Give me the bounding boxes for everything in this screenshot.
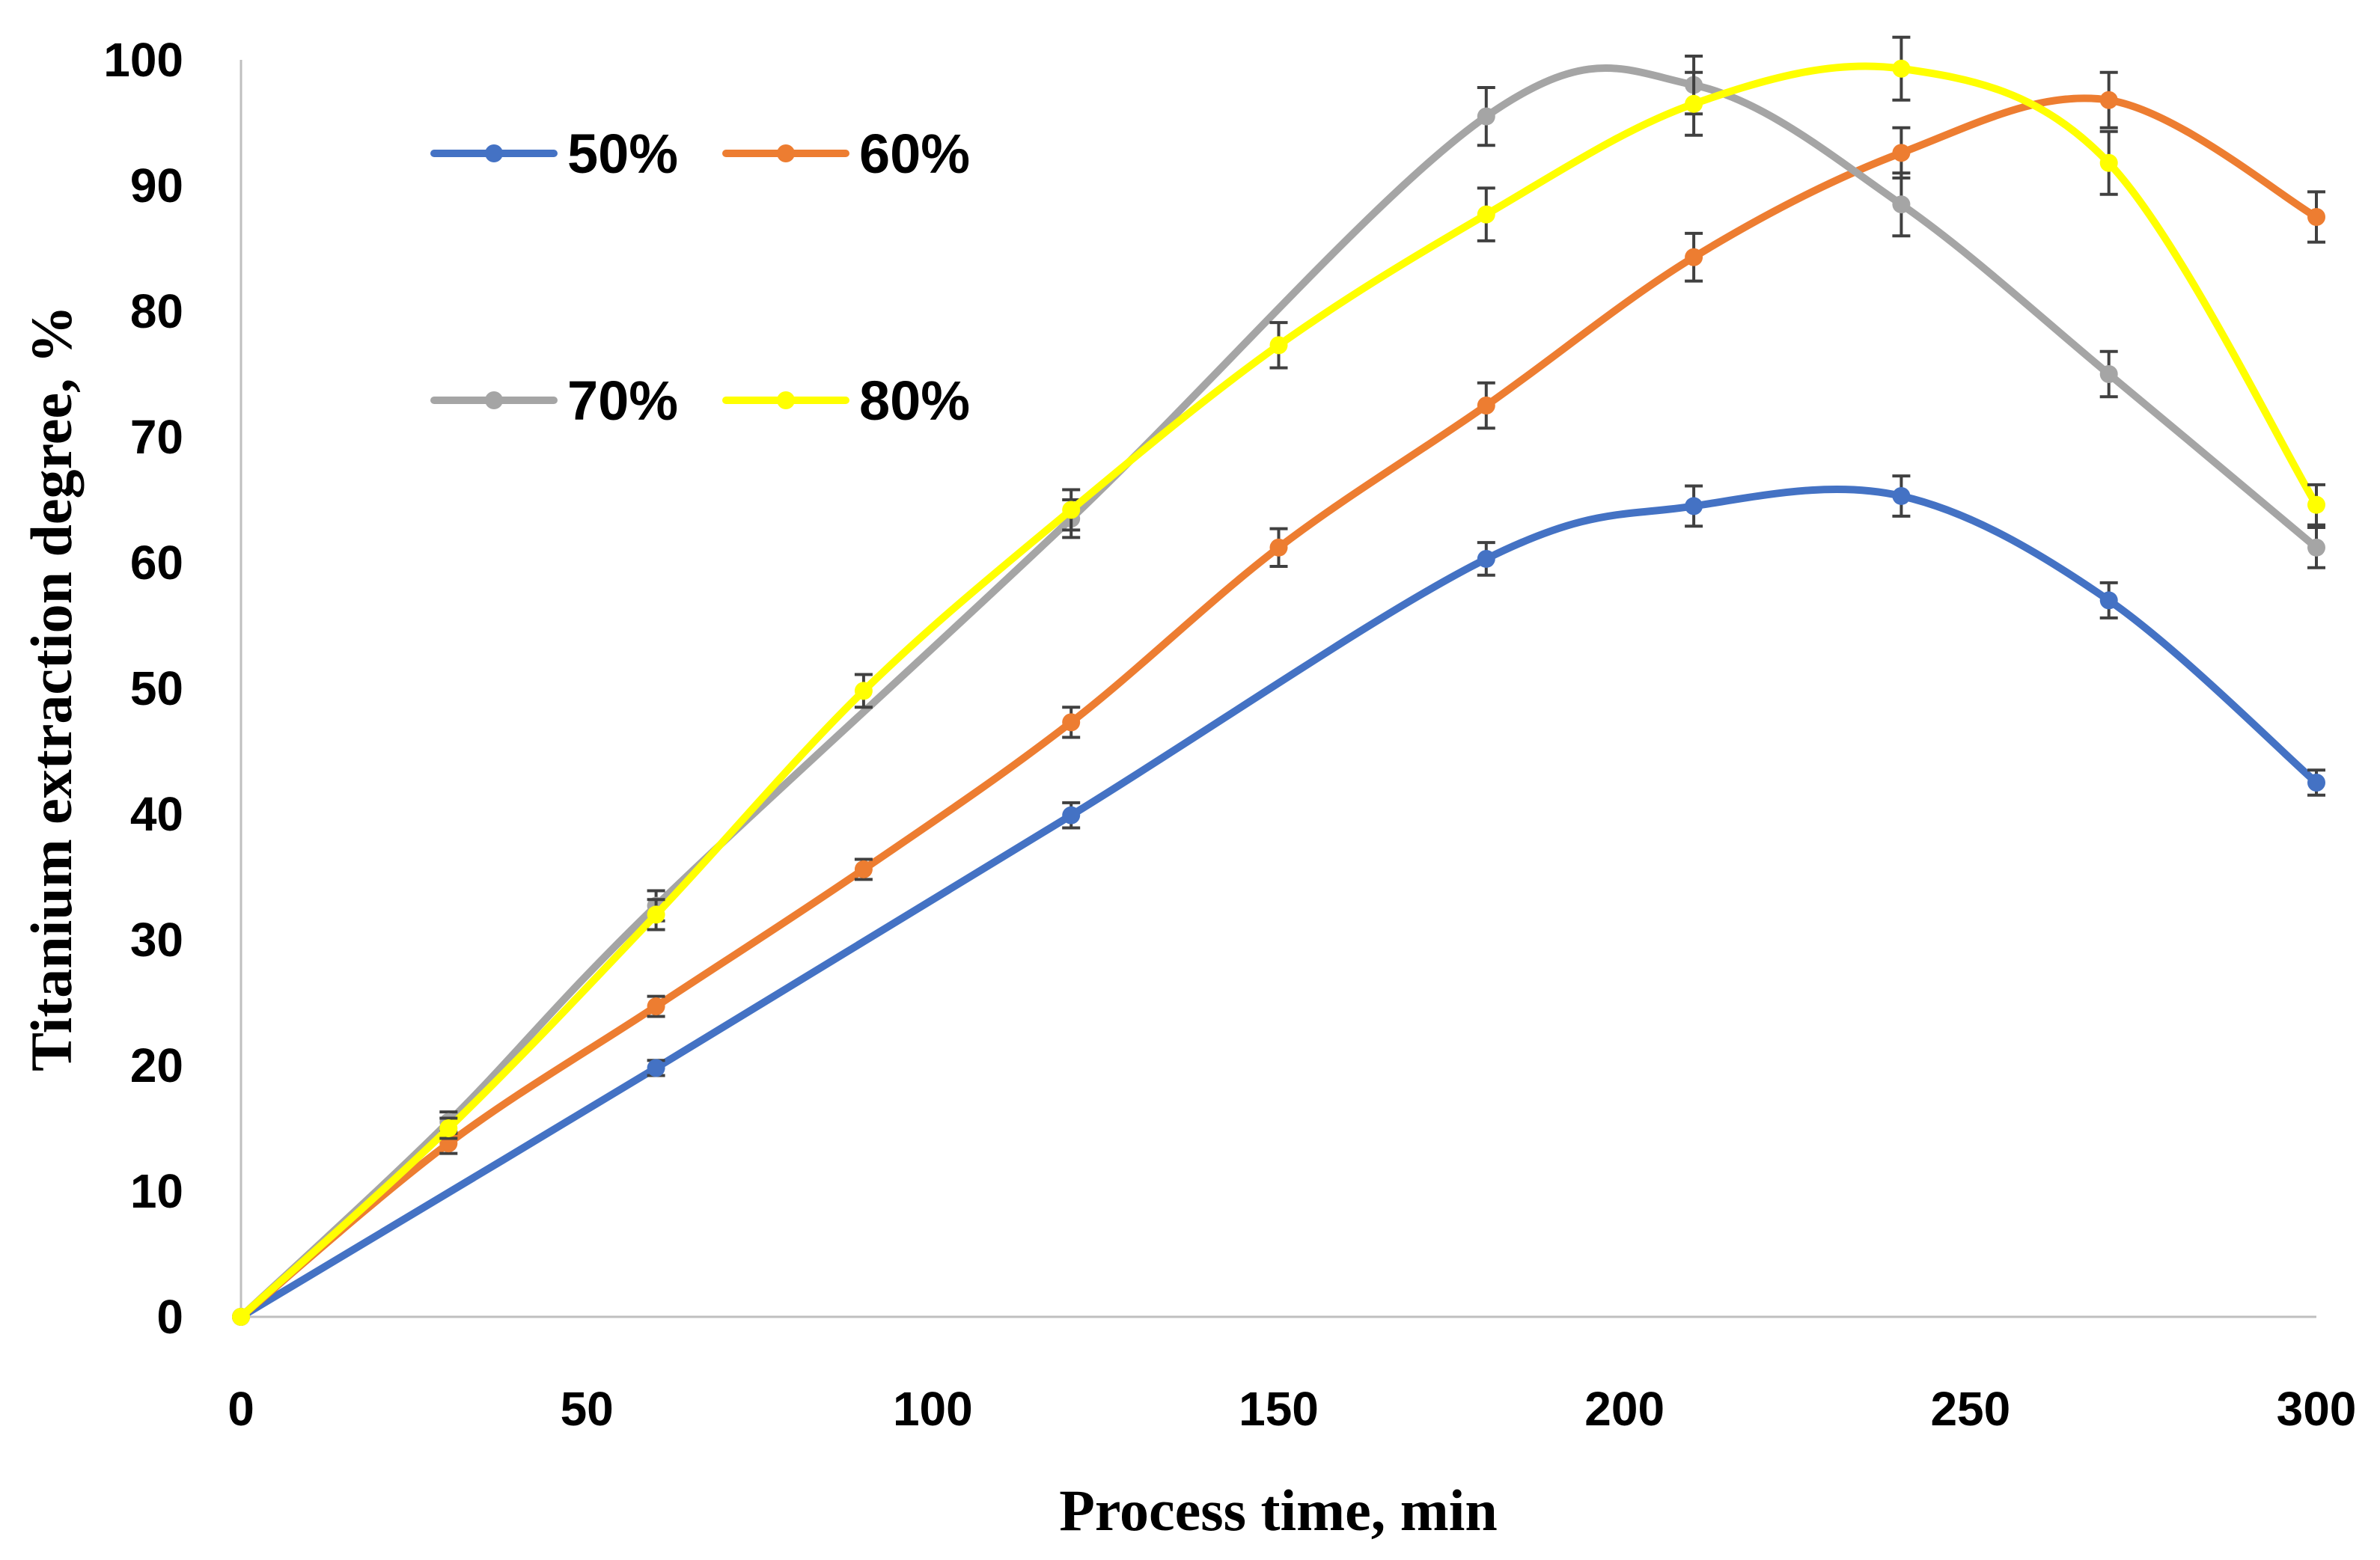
x-tick-label: 200 xyxy=(1584,1382,1665,1436)
data-point xyxy=(1062,713,1081,732)
series-line xyxy=(237,485,2320,1321)
data-point xyxy=(1477,107,1495,126)
data-point xyxy=(1685,94,1703,113)
x-tick-label: 250 xyxy=(1930,1382,2010,1436)
axes xyxy=(239,60,2316,1318)
data-point xyxy=(2307,774,2325,792)
x-axis-title: Process time, min xyxy=(1059,1478,1498,1543)
y-axis-title: Titanium extraction degree, % xyxy=(19,305,84,1071)
series-layer xyxy=(232,35,2325,1326)
data-point xyxy=(439,1119,458,1137)
data-point xyxy=(647,1059,665,1077)
data-point xyxy=(232,1308,250,1326)
data-point xyxy=(854,682,873,700)
data-point xyxy=(2099,591,2118,610)
data-point xyxy=(2099,153,2118,172)
data-point xyxy=(1892,59,1911,78)
data-point xyxy=(1685,497,1703,516)
data-point xyxy=(647,905,665,924)
legend-item: 80% xyxy=(722,370,970,432)
legend-swatch-marker xyxy=(485,391,503,409)
data-point xyxy=(1477,397,1495,415)
data-point xyxy=(2307,538,2325,557)
data-point xyxy=(2099,91,2118,109)
x-tick-label: 150 xyxy=(1239,1382,1319,1436)
data-point xyxy=(2307,495,2325,514)
legend-swatch-marker xyxy=(485,144,503,162)
series-50-percent xyxy=(232,474,2325,1326)
legend-label: 50% xyxy=(567,123,678,185)
legend-item: 50% xyxy=(430,123,678,185)
data-point xyxy=(647,997,665,1016)
data-point xyxy=(1062,806,1081,825)
y-tick-label: 70 xyxy=(130,410,183,464)
series-60-percent xyxy=(232,70,2325,1326)
series-line xyxy=(237,94,2320,1321)
data-point xyxy=(2099,365,2118,383)
legend-item: 70% xyxy=(430,370,678,432)
x-tick-labels: 0 50 100 150 200 250 300 xyxy=(228,1382,2356,1436)
data-point xyxy=(1269,538,1288,557)
y-tick-label: 50 xyxy=(130,661,183,715)
y-tick-label: 10 xyxy=(130,1164,183,1218)
series-line xyxy=(237,62,2320,1321)
legend: 50% 60% 70% 80% xyxy=(430,123,970,432)
data-point xyxy=(1477,549,1495,568)
legend-label: 70% xyxy=(567,370,678,432)
y-tick-label: 100 xyxy=(103,33,183,87)
y-tick-label: 20 xyxy=(130,1039,183,1092)
y-tick-label: 90 xyxy=(130,159,183,212)
legend-swatch-marker xyxy=(777,391,795,409)
legend-swatch-marker xyxy=(777,144,795,162)
y-tick-label: 60 xyxy=(130,536,183,590)
series-80-percent xyxy=(232,35,2325,1326)
legend-label: 60% xyxy=(859,123,970,185)
legend-label: 80% xyxy=(859,370,970,432)
y-tick-label: 30 xyxy=(130,913,183,967)
data-point xyxy=(1892,486,1911,505)
data-point xyxy=(1477,205,1495,224)
data-point xyxy=(1269,336,1288,355)
series-line xyxy=(237,64,2320,1321)
y-tick-label: 40 xyxy=(130,787,183,841)
y-tick-labels: 0 10 20 30 40 50 60 70 80 90 100 xyxy=(103,33,183,1344)
x-tick-label: 50 xyxy=(561,1382,614,1436)
legend-item: 60% xyxy=(722,123,970,185)
x-tick-label: 300 xyxy=(2277,1382,2357,1436)
y-tick-label: 80 xyxy=(130,284,183,338)
data-point xyxy=(1892,144,1911,162)
y-tick-label: 0 xyxy=(156,1290,183,1344)
data-point xyxy=(1892,195,1911,214)
data-point xyxy=(1685,248,1703,266)
data-point xyxy=(1062,501,1081,519)
data-point xyxy=(854,860,873,878)
x-tick-label: 0 xyxy=(228,1382,254,1436)
x-tick-label: 100 xyxy=(893,1382,973,1436)
data-point xyxy=(2307,208,2325,226)
